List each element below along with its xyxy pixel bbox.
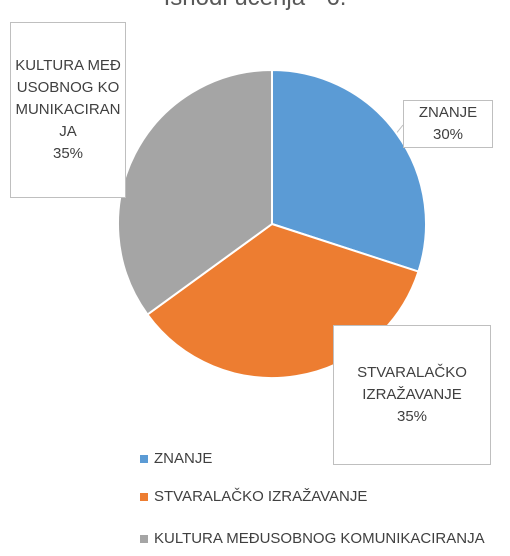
label-text: KULTURA MEĐUSOBNOG KOMUNIKACIRANJA [15, 57, 121, 140]
label-text: ZNANJE [418, 104, 478, 121]
label-text: STVARALAČKO IZRAŽAVANJE [357, 364, 467, 403]
legend-swatch [140, 454, 148, 463]
label-text: KULTURA MEĐUSOBNOG KOMUNIKACIRANJA [154, 530, 485, 547]
data-label: KULTURA MEĐUSOBNOG KOMUNIKACIRANJA 35% [10, 22, 126, 198]
legend-item: ZNANJE [140, 450, 212, 467]
chart-title: Ishodi učenja - 6. [0, 0, 510, 12]
legend-item: KULTURA MEĐUSOBNOG KOMUNIKACIRANJA [140, 530, 485, 547]
legend-item: STVARALAČKO IZRAŽAVANJE [140, 488, 367, 505]
legend-swatch [140, 534, 148, 543]
label-text: ZNANJE [154, 450, 213, 467]
legend-swatch [140, 492, 148, 501]
label-text: 30% [432, 126, 464, 143]
data-label: ZNANJE 30% [403, 100, 493, 148]
pie-slice [117, 68, 273, 316]
data-label: STVARALAČKO IZRAŽAVANJE 35% [333, 325, 491, 465]
label-text: 35% [396, 408, 428, 425]
pie-slice [271, 68, 427, 273]
label-text: 35% [52, 145, 84, 162]
label-text: STVARALAČKO IZRAŽAVANJE [154, 488, 368, 505]
